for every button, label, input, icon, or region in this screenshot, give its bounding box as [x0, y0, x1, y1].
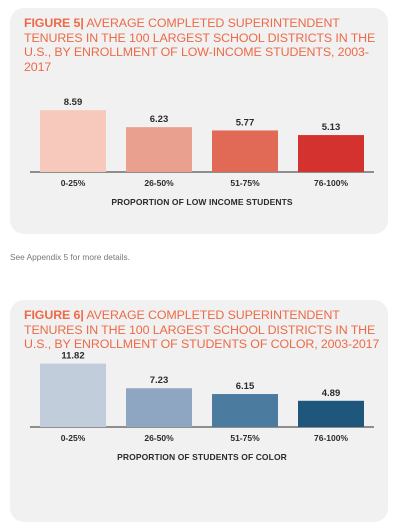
bar: [40, 110, 106, 172]
figure-6-panel: FIGURE 6| AVERAGE COMPLETED SUPERINTENDE…: [10, 300, 388, 522]
data-label: 8.59: [64, 97, 83, 108]
data-label: 5.13: [322, 122, 341, 133]
x-tick-label: 0-25%: [61, 433, 86, 443]
figure-5-label: FIGURE 5|: [24, 16, 84, 30]
figure-5-title-text: AVERAGE COMPLETED SUPERINTENDENT TENURES…: [24, 16, 376, 74]
bar: [212, 394, 278, 427]
figure-6-bar-chart: 11.82 0-25% 7.23 26-50% 6.15 51-75% 4.89 76-100…: [30, 351, 374, 462]
data-label: 7.23: [150, 375, 169, 386]
figure-6-label: FIGURE 6|: [24, 308, 84, 322]
x-tick-label: 26-50%: [144, 178, 174, 188]
data-label: 6.15: [236, 381, 255, 392]
bar: [40, 363, 106, 427]
data-label: 4.89: [322, 388, 341, 399]
bar: [126, 388, 192, 427]
bar: [212, 130, 278, 172]
x-tick-label: 26-50%: [144, 433, 174, 443]
bar: [298, 135, 364, 172]
data-label: 6.23: [150, 114, 169, 125]
x-axis-label: PROPORTION OF LOW INCOME STUDENTS: [111, 197, 293, 207]
x-tick-label: 51-75%: [230, 433, 260, 443]
figure-5-panel: FIGURE 5| AVERAGE COMPLETED SUPERINTENDE…: [10, 8, 388, 234]
figure-5-title: FIGURE 5| AVERAGE COMPLETED SUPERINTENDE…: [24, 16, 380, 74]
x-tick-label: 0-25%: [61, 178, 86, 188]
x-axis-label: PROPORTION OF STUDENTS OF COLOR: [117, 452, 287, 462]
appendix-note: See Appendix 5 for more details.: [10, 252, 130, 262]
bar: [126, 127, 192, 172]
bar: [298, 400, 364, 427]
figure-6-title: FIGURE 6| AVERAGE COMPLETED SUPERINTENDE…: [24, 308, 380, 352]
data-label: 5.77: [236, 117, 255, 128]
figure-5-bar-chart: 8.59 0-25% 6.23 26-50% 5.77 51-75% 5.13 76-100%…: [30, 97, 374, 207]
x-tick-label: 76-100%: [314, 433, 348, 443]
figure-6-title-text: AVERAGE COMPLETED SUPERINTENDENT TENURES…: [24, 308, 380, 352]
data-label: 11.82: [61, 351, 84, 362]
x-tick-label: 76-100%: [314, 178, 348, 188]
x-tick-label: 51-75%: [230, 178, 260, 188]
